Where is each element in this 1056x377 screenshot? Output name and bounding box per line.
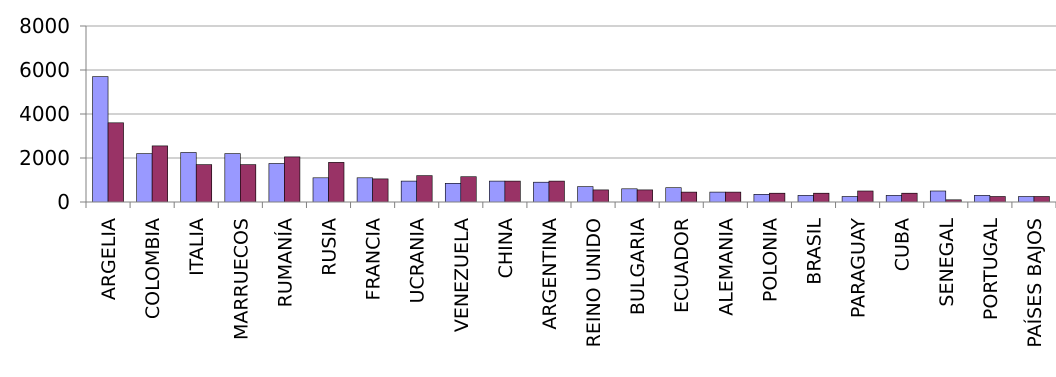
bar-cuba-series-2 [901, 192, 918, 203]
axes [80, 25, 1056, 208]
bar-paraguay-series-1 [841, 196, 858, 203]
bar-reino-unido-series-2 [592, 189, 609, 203]
bar-argentina-series-1 [533, 181, 550, 203]
bar-bulgaria-series-2 [636, 189, 653, 203]
x-category-label: ARGELIA [98, 218, 120, 300]
bar-alemania-series-1 [709, 191, 726, 203]
x-category-label: BULGARIA [627, 218, 649, 315]
bar-cuba-series-1 [885, 195, 902, 203]
x-category-label: POLONIA [759, 218, 781, 302]
x-category-label: SENEGAL [936, 218, 958, 307]
bar-países-bajos-series-2 [1033, 196, 1050, 203]
bar-rusia-series-2 [328, 162, 345, 203]
x-category-label: MARRUECOS [230, 218, 252, 340]
bar-senegal-series-1 [929, 190, 947, 203]
x-category-label: ECUADOR [671, 218, 693, 313]
bar-argentina-series-2 [548, 180, 565, 203]
bar-reino-unido-series-1 [577, 186, 594, 203]
bar-venezuela-series-1 [444, 183, 462, 203]
bar-rumanía-series-2 [284, 156, 301, 203]
x-category-label: VENEZUELA [451, 218, 473, 332]
x-category-label: ALEMANIA [715, 218, 737, 316]
bar-alemania-series-2 [725, 191, 742, 203]
bar-paraguay-series-2 [857, 190, 874, 203]
bar-argelia-series-1 [92, 76, 109, 203]
x-category-label: RUSIA [319, 218, 341, 276]
x-category-label: ARGENTINA [539, 218, 561, 330]
bar-colombia-series-1 [136, 153, 153, 203]
y-tick-label: 2000 [19, 146, 70, 170]
gridlines [86, 25, 1056, 159]
x-category-label: FRANCIA [363, 218, 385, 300]
bar-italia-series-2 [195, 164, 213, 203]
bar-brasil-series-1 [797, 195, 814, 203]
bar-colombia-series-2 [151, 145, 168, 203]
bar-marruecos-series-2 [240, 164, 257, 203]
bar-polonia-series-2 [769, 192, 786, 203]
bar-ucrania-series-2 [416, 175, 433, 203]
bar-rusia-series-1 [312, 177, 329, 203]
x-category-label: CUBA [892, 218, 914, 271]
y-tick-label: 4000 [19, 102, 70, 126]
y-tick-label: 0 [57, 190, 70, 214]
y-tick-labels: 0 2000 4000 6000 8000 [19, 14, 70, 214]
x-category-label: BRASIL [804, 218, 826, 285]
bar-china-series-1 [489, 180, 506, 203]
bar-rumanía-series-1 [268, 163, 285, 203]
bar-francia-series-1 [356, 177, 373, 203]
bar-bulgaria-series-1 [621, 188, 638, 203]
bar-ecuador-series-1 [665, 187, 682, 203]
x-category-label: COLOMBIA [142, 218, 164, 319]
bar-ucrania-series-1 [400, 180, 417, 203]
bar-polonia-series-1 [753, 194, 770, 203]
x-category-label: ITALIA [186, 218, 208, 276]
bar-portugal-series-2 [989, 196, 1006, 203]
x-category-label: CHINA [495, 218, 517, 278]
bar-marruecos-series-1 [224, 153, 241, 203]
x-category-label: RUMANÍA [273, 218, 296, 307]
bar-francia-series-2 [372, 178, 389, 203]
bar-ecuador-series-2 [680, 191, 698, 203]
x-category-label: PORTUGAL [980, 218, 1002, 320]
bar-argelia-series-2 [107, 122, 124, 203]
bar-países-bajos-series-1 [1018, 196, 1035, 203]
x-category-label: PARAGUAY [848, 218, 870, 318]
bar-portugal-series-1 [974, 195, 991, 203]
x-category-label: PAÍSES BAJOS [1023, 218, 1046, 348]
y-tick-label: 6000 [19, 58, 70, 82]
bar-italia-series-1 [180, 152, 197, 203]
bars [92, 76, 1050, 203]
y-tick-label: 8000 [19, 14, 70, 38]
x-category-label: REINO UNIDO [583, 218, 605, 347]
x-category-label: UCRANIA [407, 218, 429, 303]
bar-china-series-2 [504, 180, 521, 203]
x-category-labels: ARGELIA COLOMBIA ITALIA MARRUECOS RUMANÍA RUS… [98, 218, 1046, 348]
bar-brasil-series-2 [813, 192, 830, 203]
bar-venezuela-series-2 [460, 176, 477, 203]
